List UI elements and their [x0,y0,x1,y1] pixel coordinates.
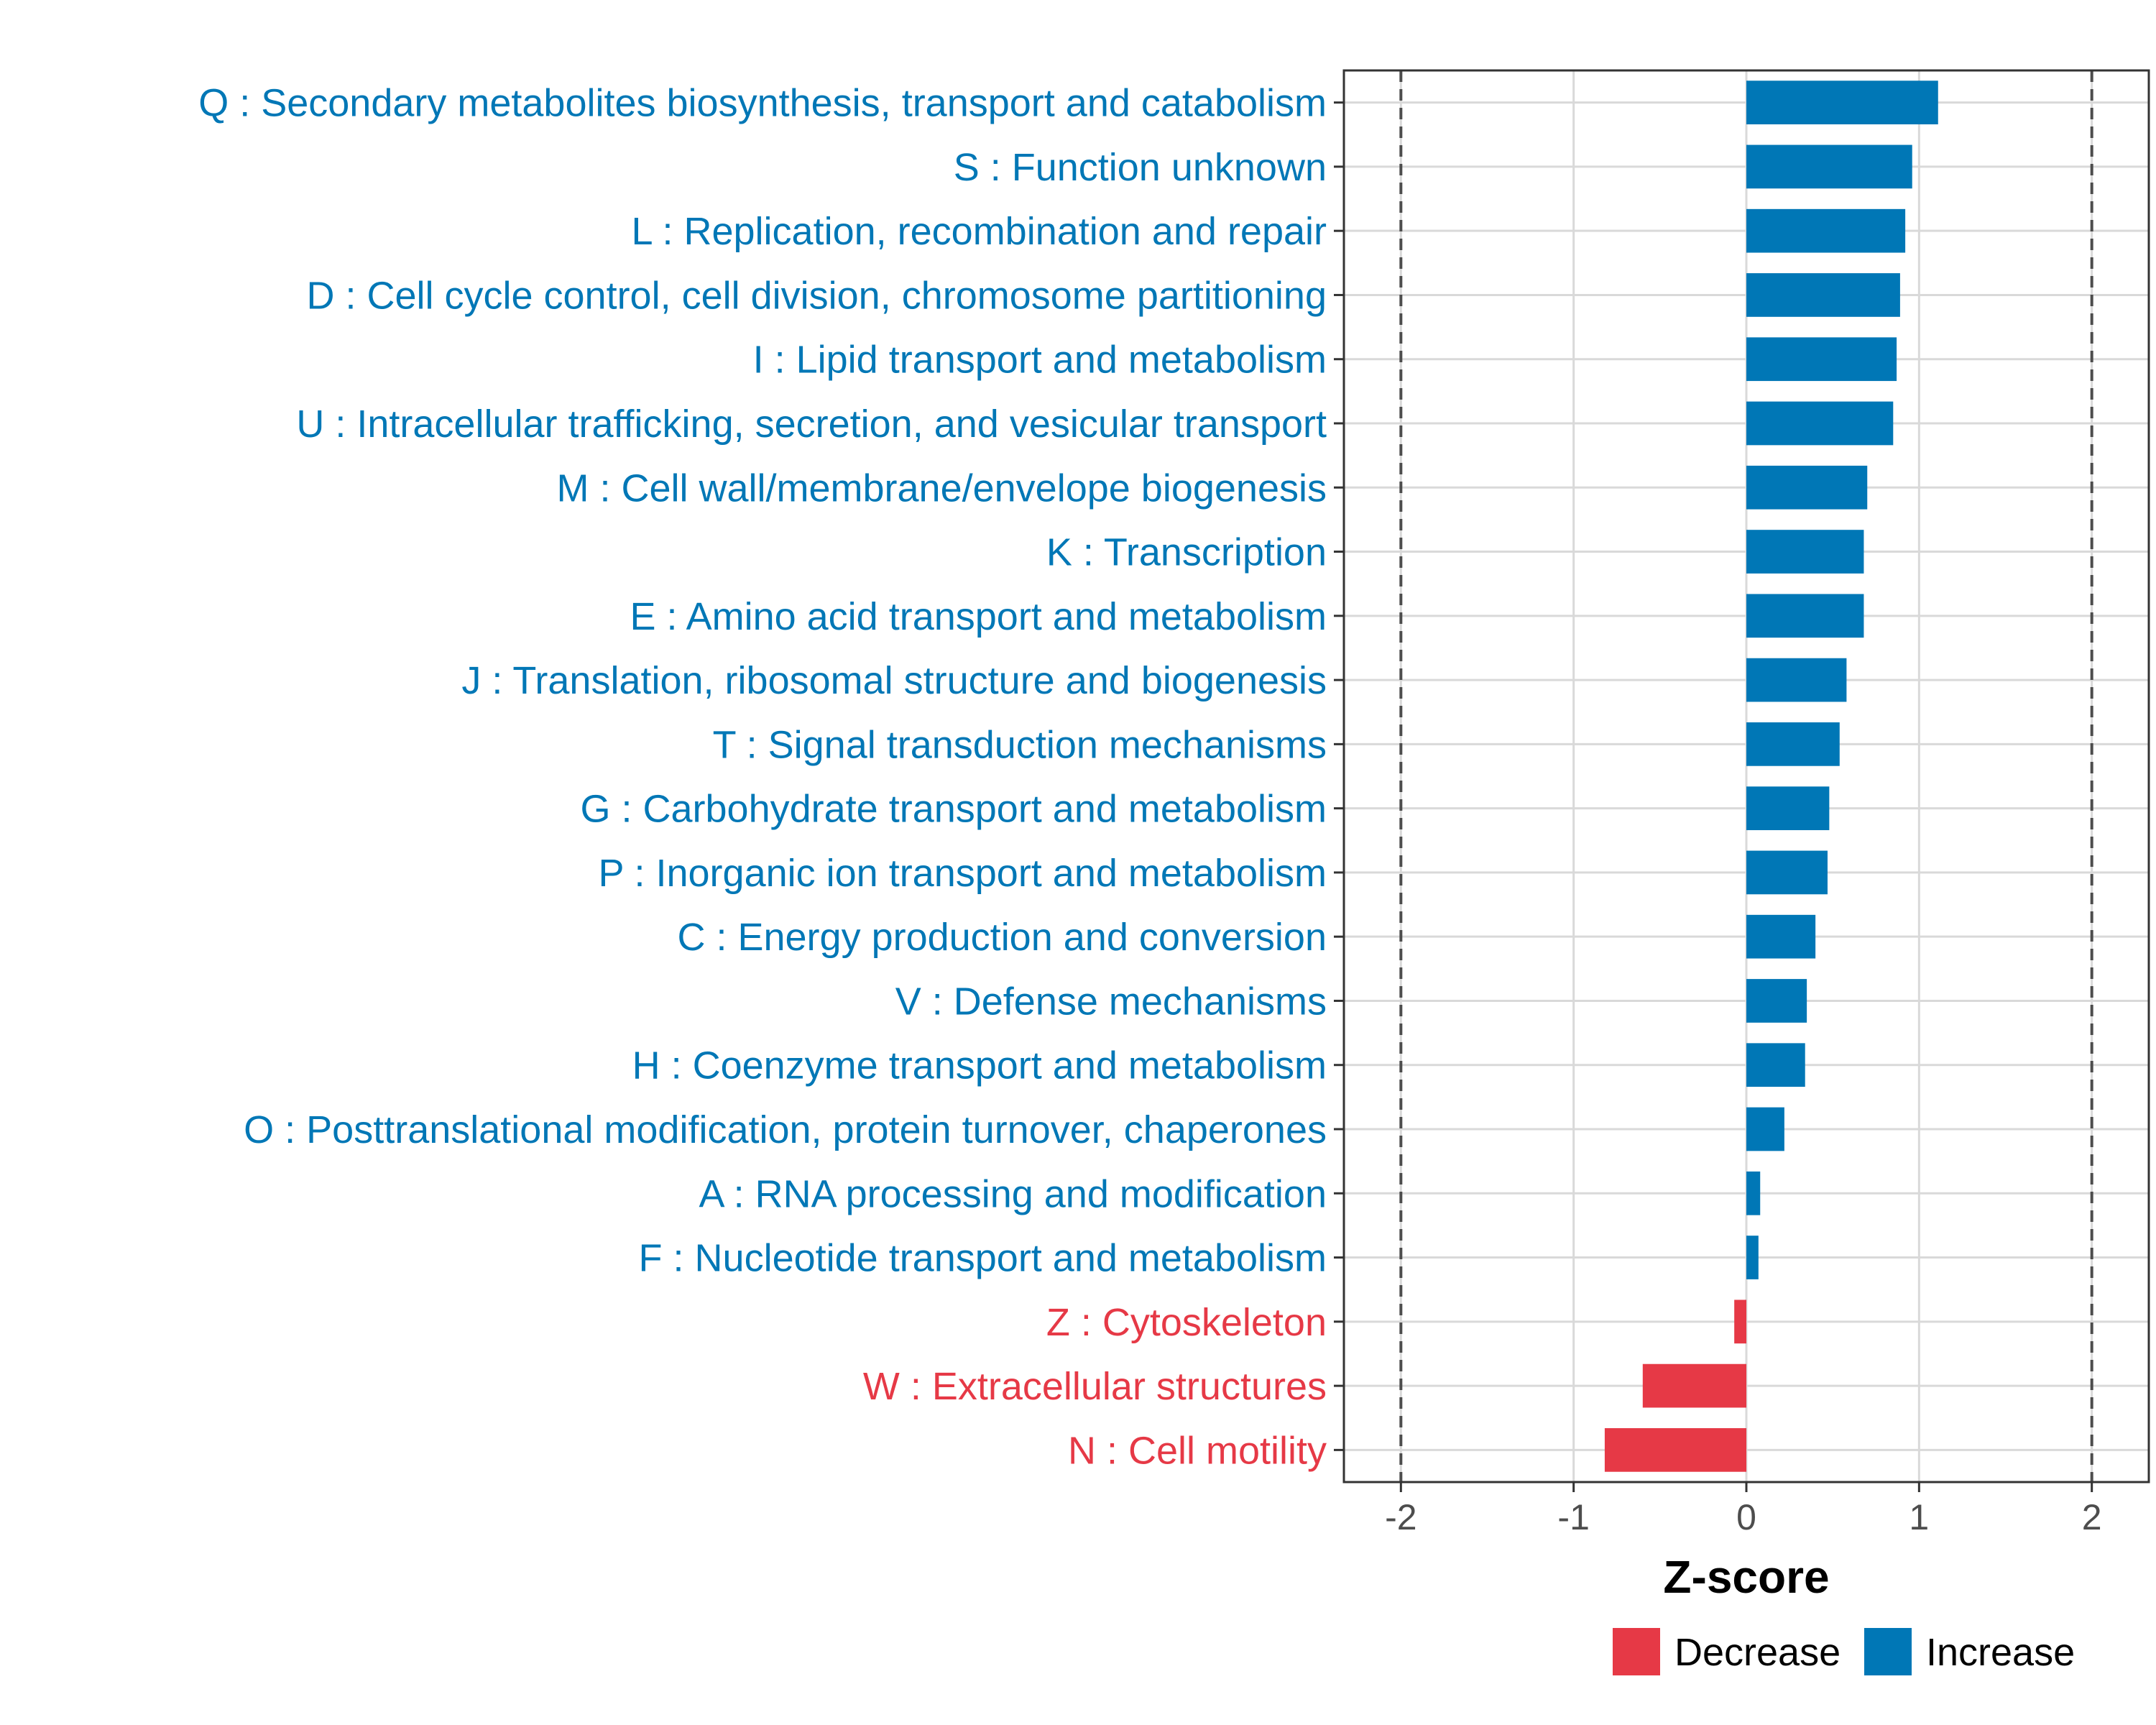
bar [1746,979,1807,1023]
bar [1746,144,1912,189]
legend-swatch [1864,1628,1912,1675]
bar [1746,401,1894,446]
category-label: S : Function unknown [954,146,1327,189]
bar [1746,594,1864,638]
bar [1746,722,1840,766]
category-label: P : Inorganic ion transport and metaboli… [598,852,1327,895]
bar [1746,465,1868,510]
bar [1746,1171,1761,1215]
bar [1746,850,1828,895]
category-label: O : Posttranslational modification, prot… [244,1108,1327,1151]
category-label: W : Extracellular structures [863,1365,1327,1408]
category-label: N : Cell motility [1068,1429,1327,1472]
category-label: D : Cell cycle control, cell division, c… [306,274,1327,317]
category-label: Z : Cytoskeleton [1046,1301,1327,1344]
bar [1604,1428,1746,1472]
bar [1746,80,1938,124]
bar [1746,1107,1784,1151]
bar-layer [1604,80,1938,1472]
category-label: J : Translation, ribosomal structure and… [461,659,1327,702]
category-label: F : Nucleotide transport and metabolism [639,1237,1327,1280]
legend-swatch [1613,1628,1660,1675]
category-label: C : Energy production and conversion [677,916,1327,959]
category-label: M : Cell wall/membrane/envelope biogenes… [556,466,1327,510]
legend-label: Increase [1926,1631,2075,1674]
category-label: A : RNA processing and modification [699,1172,1327,1215]
category-label: K : Transcription [1046,531,1327,574]
bar [1746,786,1830,830]
legend-label: Decrease [1674,1631,1841,1674]
x-axis-ticks: -2 -1 0 1 2 [1385,1482,2102,1537]
category-labels: Q : Secondary metabolites biosynthesis, … [198,82,1327,1473]
category-label: T : Signal transduction mechanisms [713,723,1327,766]
bar [1746,1236,1759,1279]
bar [1746,530,1864,574]
bar [1746,337,1897,382]
bar [1746,658,1847,702]
category-label: Q : Secondary metabolites biosynthesis, … [198,82,1327,125]
bar [1746,914,1816,959]
x-tick-label: 2 [2082,1497,2102,1537]
category-label: I : Lipid transport and metabolism [753,339,1327,382]
category-label: U : Intracellular trafficking, secretion… [296,402,1327,446]
bar [1746,273,1900,317]
bar [1746,1043,1805,1087]
reference-line-layer [1399,70,2093,1482]
x-tick-label: 0 [1736,1497,1756,1537]
bar [1746,208,1906,253]
category-label: G : Carbohydrate transport and metabolis… [581,788,1327,831]
x-tick-label: -1 [1557,1497,1589,1537]
legend: Decrease Increase [1613,1628,2075,1675]
bar [1642,1363,1746,1408]
x-tick-label: -2 [1385,1497,1416,1537]
y-axis-ticks [1334,101,1344,1451]
category-label: V : Defense mechanisms [895,980,1327,1023]
category-label: L : Replication, recombination and repai… [631,210,1327,253]
bar [1734,1300,1746,1344]
x-axis-title: Z-score [1663,1551,1829,1603]
x-tick-label: 1 [1909,1497,1929,1537]
category-label: E : Amino acid transport and metabolism [630,595,1327,638]
category-label: H : Coenzyme transport and metabolism [632,1044,1327,1087]
